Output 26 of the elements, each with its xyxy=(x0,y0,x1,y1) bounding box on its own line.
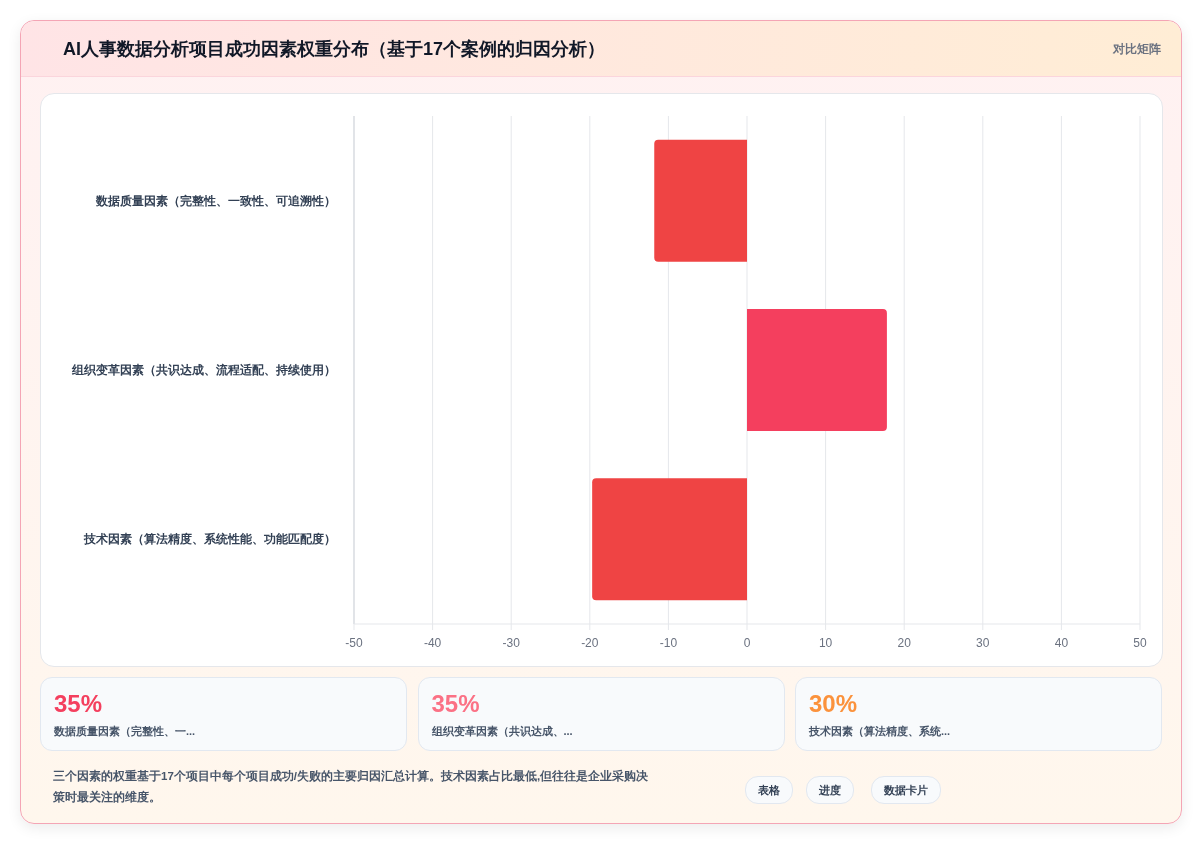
text: 进度 xyxy=(806,776,854,804)
x-tick-label: 50 xyxy=(1133,636,1147,650)
text: 30% xyxy=(809,690,858,718)
chart-title: AI人事数据分析项目成功因素权重分布（基于17个案例的归因分析） xyxy=(63,38,606,61)
y-tick-label: 组织变革因素（共识达成、流程适配、持续使用） xyxy=(71,363,336,377)
text: 表格 xyxy=(745,776,793,804)
x-tick-label: -20 xyxy=(581,636,599,650)
x-tick-label: -40 xyxy=(423,636,442,650)
text: 数据卡片 xyxy=(871,776,941,804)
x-tick-label: -50 xyxy=(345,636,363,650)
x-tick-label: 0 xyxy=(743,636,751,650)
text: 数据质量因素（完整性、一... xyxy=(54,724,196,739)
x-tick-label: -30 xyxy=(502,636,521,650)
text: 35% xyxy=(431,690,480,718)
x-tick-label: 10 xyxy=(818,636,833,650)
x-tick-label: 40 xyxy=(1054,636,1069,650)
text: 组织变革因素（共识达成、... xyxy=(431,724,573,739)
text: 三个因素的权重基于17个项目中每个项目成功/失败的主要归因汇总计算。技术因素占比最低,但往往是企业采购决策时最关注的维度。 xyxy=(53,768,650,805)
text: 35% xyxy=(54,690,103,718)
y-tick-label: 数据质量因素（完整性、一致性、可追溯性） xyxy=(95,193,336,208)
x-tick-label: 20 xyxy=(897,636,912,650)
y-tick-label: 技术因素（算法精度、系统性能、功能匹配度） xyxy=(83,532,336,547)
x-tick-label: -10 xyxy=(659,636,678,650)
text: 对比矩阵 xyxy=(1113,41,1161,58)
x-tick-label: 30 xyxy=(976,636,990,650)
text: 技术因素（算法精度、系统... xyxy=(809,724,951,739)
